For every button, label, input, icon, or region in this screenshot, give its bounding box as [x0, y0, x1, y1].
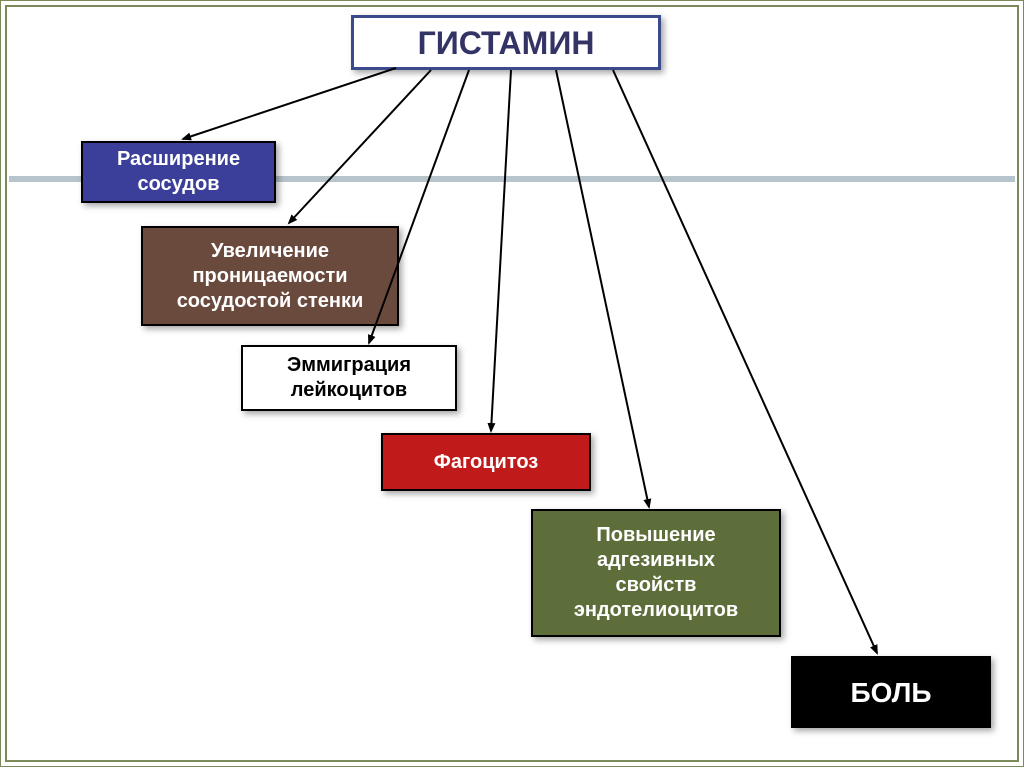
node-label: Эммиграциялейкоцитов [287, 353, 411, 403]
node-label: Расширениесосудов [117, 147, 240, 197]
node-phagocytosis: Фагоцитоз [381, 433, 591, 491]
node-permeability: Увеличениепроницаемостисосудостой стенки [141, 226, 399, 326]
node-adhesion: Повышениеадгезивныхсвойствэндотелиоцитов [531, 509, 781, 637]
root-node: ГИСТАМИН [351, 15, 661, 70]
root-node-label: ГИСТАМИН [418, 23, 595, 63]
node-label: Фагоцитоз [434, 450, 539, 475]
node-emigration: Эммиграциялейкоцитов [241, 345, 457, 411]
node-pain: БОЛЬ [791, 656, 991, 728]
node-label: БОЛЬ [851, 675, 932, 710]
slide-frame [5, 5, 1019, 762]
node-label: Повышениеадгезивныхсвойствэндотелиоцитов [574, 523, 738, 623]
node-label: Увеличениепроницаемостисосудостой стенки [177, 239, 364, 314]
node-vasodilation: Расширениесосудов [81, 141, 276, 203]
